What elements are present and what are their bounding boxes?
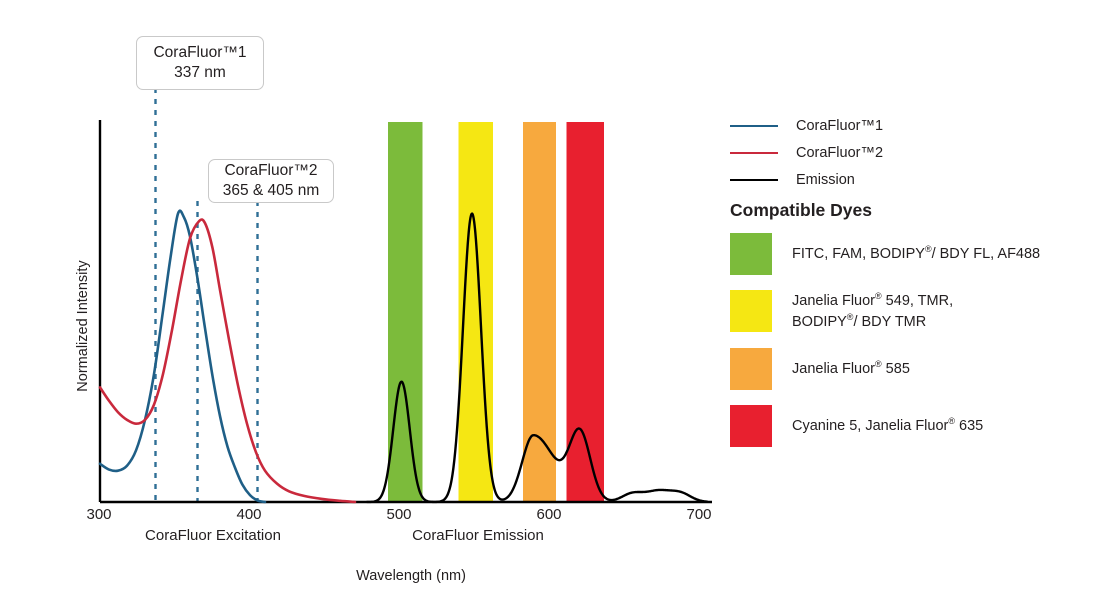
legend-label: CoraFluor™1	[796, 117, 884, 134]
callout-corafluor2: CoraFluor™2 365 & 405 nm	[208, 159, 334, 203]
legend-line-swatch	[730, 151, 778, 154]
dye-label: FITC, FAM, BODIPY®/ BDY FL, AF488	[792, 244, 1041, 263]
compatible-dyes-list: FITC, FAM, BODIPY®/ BDY FL, AF488 Janelia…	[730, 233, 1102, 462]
dye-label: Janelia Fluor® 585	[792, 359, 910, 377]
callout-two-line2: 365 & 405 nm	[222, 182, 320, 199]
legend-item-1: CoraFluor™1	[730, 112, 1100, 139]
dye-item-3: Janelia Fluor® 585	[730, 347, 1102, 390]
dye-band-1	[388, 122, 423, 502]
dye-color-swatch	[730, 404, 772, 447]
dye-band-4	[566, 122, 604, 502]
spectra-curves	[98, 209, 709, 504]
excitation-marker-lines	[154, 88, 259, 502]
emission-curve	[365, 212, 709, 504]
legend-label: Emission	[796, 171, 855, 188]
x-tick-600: 600	[536, 506, 562, 523]
y-axis-title: Normalized Intensity	[75, 260, 91, 392]
legend-item-2: CoraFluor™2	[730, 139, 1100, 166]
dye-label: Janelia Fluor® 549, TMR, BODIPY®/ BDY TMR	[792, 291, 954, 331]
excitation-curve-1	[98, 209, 267, 504]
callout-two-line1: CoraFluor™2	[224, 162, 318, 180]
callout-corafluor1: CoraFluor™1 337 nm	[136, 36, 264, 90]
compatible-dyes-title: Compatible Dyes	[730, 200, 872, 220]
emission-region-label: CoraFluor Emission	[412, 527, 544, 544]
series-legend: CoraFluor™1 CoraFluor™2 Emission	[730, 112, 1100, 193]
excitation-region-label: CoraFluor Excitation	[145, 527, 281, 544]
legend-line-swatch	[730, 124, 778, 127]
dye-label: Cyanine 5, Janelia Fluor® 635	[792, 416, 984, 434]
dye-item-1: FITC, FAM, BODIPY®/ BDY FL, AF488	[730, 233, 1102, 275]
legend-item-3: Emission	[730, 166, 1100, 193]
x-tick-700: 700	[686, 506, 712, 523]
callout-one-line1: CoraFluor™1	[153, 44, 247, 62]
dye-color-swatch	[730, 290, 772, 333]
excitation-curve-2	[98, 218, 357, 504]
x-tick-300: 300	[86, 506, 112, 523]
legend-label: CoraFluor™2	[796, 144, 884, 161]
legend-line-swatch	[730, 178, 778, 181]
x-tick-400: 400	[236, 506, 262, 523]
x-tick-500: 500	[386, 506, 412, 523]
dye-item-2: Janelia Fluor® 549, TMR, BODIPY®/ BDY TMR	[730, 290, 1102, 333]
dye-color-swatch	[730, 347, 772, 390]
dye-item-4: Cyanine 5, Janelia Fluor® 635	[730, 404, 1102, 447]
callout-one-line2: 337 nm	[174, 64, 226, 81]
dye-color-swatch	[730, 233, 772, 275]
x-axis-title: Wavelength (nm)	[356, 568, 466, 584]
dye-band-group	[388, 122, 604, 502]
